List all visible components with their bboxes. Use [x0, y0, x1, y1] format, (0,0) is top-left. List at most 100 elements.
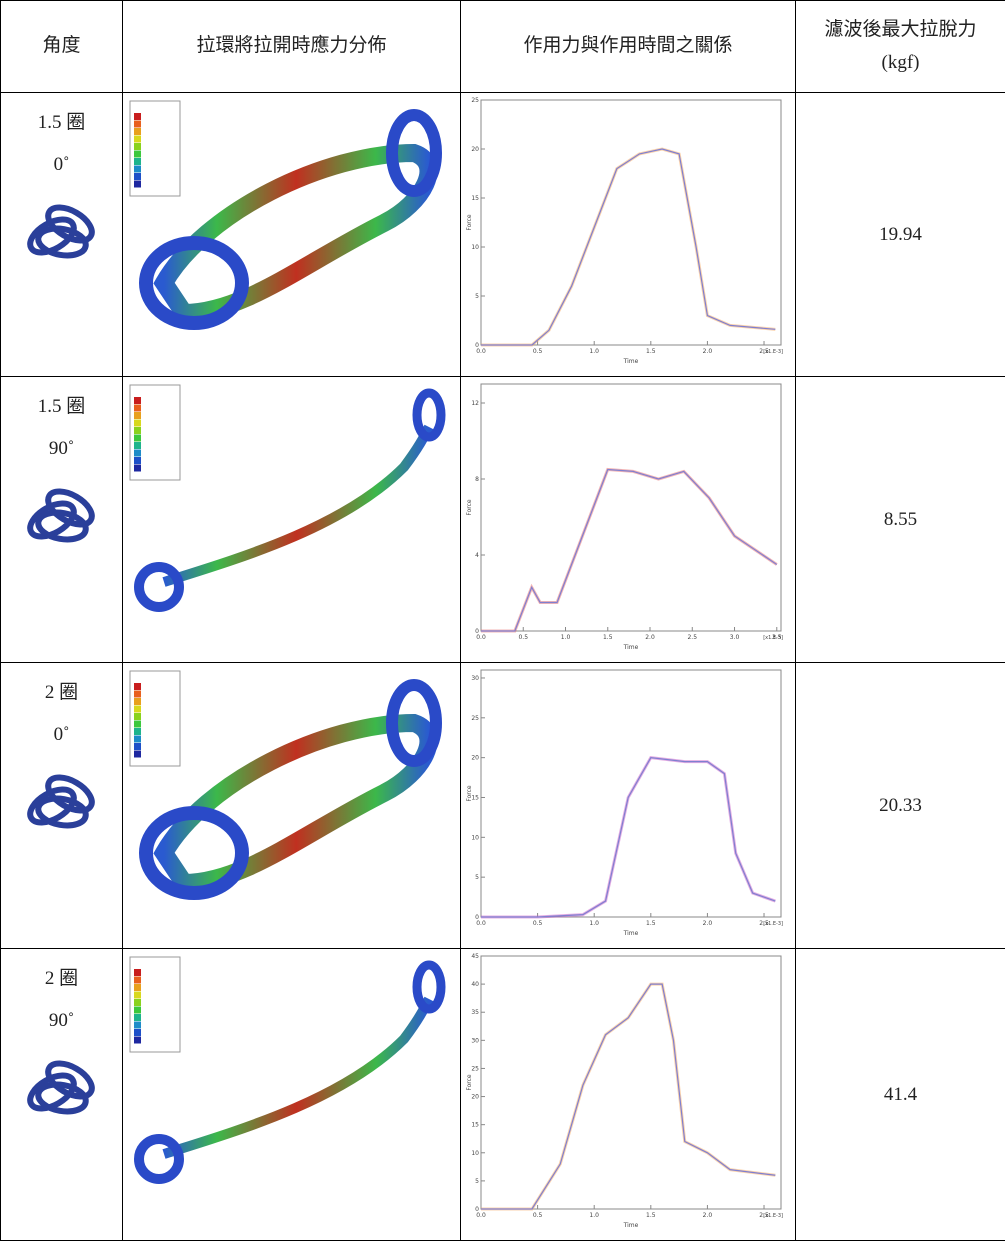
- legend-swatch: [134, 992, 141, 999]
- legend-swatch: [134, 1014, 141, 1021]
- link: [164, 723, 428, 883]
- max-force: 19.94: [796, 93, 1005, 377]
- y-tick-label: 45: [471, 953, 479, 960]
- legend-swatch: [134, 166, 141, 173]
- legend-swatch: [134, 151, 141, 158]
- link: [164, 999, 429, 1154]
- y-tick-label: 30: [471, 1037, 479, 1044]
- x-tick-label: 1.0: [589, 1212, 599, 1219]
- filtered-force-line: [481, 758, 775, 917]
- x-tick-label: 2.0: [703, 1212, 713, 1219]
- x-tick-label: 2.5: [687, 634, 697, 641]
- legend-swatch: [134, 113, 141, 120]
- legend-swatch: [134, 143, 141, 150]
- ring: [139, 567, 179, 607]
- x-multiplier: [x1.E-3]: [763, 921, 783, 927]
- x-axis-label: Time: [623, 644, 639, 651]
- raw-signal: [481, 149, 775, 345]
- legend-swatch: [134, 442, 141, 449]
- y-tick-label: 15: [471, 195, 479, 202]
- max-force: 20.33: [796, 663, 1005, 949]
- legend-swatch: [134, 721, 141, 728]
- x-tick-label: 3.0: [730, 634, 740, 641]
- x-tick-label: 0.5: [533, 920, 543, 927]
- fea-cell: [123, 663, 461, 949]
- y-tick-label: 15: [471, 1122, 479, 1129]
- ring: [139, 1139, 179, 1179]
- x-tick-label: 2.0: [703, 348, 713, 355]
- legend-swatch: [134, 405, 141, 412]
- y-tick-label: 8: [475, 476, 479, 483]
- max-force: 8.55: [796, 377, 1005, 663]
- legend-swatch: [134, 158, 141, 165]
- y-tick-label: 5: [475, 874, 479, 881]
- header-cell: 作用力與作用時間之關係: [461, 1, 796, 93]
- x-tick-label: 1.5: [646, 1212, 656, 1219]
- legend-swatch: [134, 397, 141, 404]
- x-tick-label: 0.0: [476, 920, 486, 927]
- y-tick-label: 12: [471, 400, 479, 407]
- legend-swatch: [134, 1029, 141, 1036]
- plot-frame: [481, 100, 781, 345]
- angle: 0˚: [1, 154, 122, 176]
- x-axis-label: Time: [623, 930, 639, 937]
- legend-swatch: [134, 999, 141, 1006]
- legend-swatch: [134, 698, 141, 705]
- link: [164, 153, 428, 313]
- y-tick-label: 20: [471, 1094, 479, 1101]
- x-tick-label: 0.0: [476, 1212, 486, 1219]
- y-tick-label: 10: [471, 244, 479, 251]
- y-tick-label: 25: [471, 97, 479, 104]
- header-cell: 濾波後最大拉脫力(kgf): [796, 1, 1005, 93]
- x-tick-label: 1.0: [589, 920, 599, 927]
- legend-swatch: [134, 465, 141, 472]
- legend-swatch: [134, 450, 141, 457]
- x-tick-label: 1.0: [589, 348, 599, 355]
- y-tick-label: 10: [471, 834, 479, 841]
- x-axis-label: Time: [623, 1222, 639, 1229]
- turns: 2 圈: [1, 963, 122, 990]
- y-tick-label: 4: [475, 552, 479, 559]
- fea-cell: [123, 377, 461, 663]
- fea-image: [124, 93, 460, 370]
- turns: 2 圈: [1, 677, 122, 704]
- y-axis-label: Force: [466, 1074, 473, 1091]
- legend-swatch: [134, 121, 141, 128]
- fea-cell: [123, 949, 461, 1241]
- x-tick-label: 2.0: [703, 920, 713, 927]
- header-cell: 角度: [1, 1, 123, 93]
- x-tick-label: 1.5: [646, 348, 656, 355]
- legend-swatch: [134, 984, 141, 991]
- raw-signal: [481, 758, 775, 917]
- angle: 0˚: [1, 724, 122, 746]
- y-tick-label: 5: [475, 1178, 479, 1185]
- angle-cell: 2 圈 90˚: [1, 949, 123, 1241]
- y-tick-label: 10: [471, 1150, 479, 1157]
- header-cell: 拉環將拉開時應力分佈: [123, 1, 461, 93]
- legend-swatch: [134, 736, 141, 743]
- legend-swatch: [134, 136, 141, 143]
- legend-swatch: [134, 457, 141, 464]
- legend-swatch: [134, 435, 141, 442]
- legend-swatch: [134, 977, 141, 984]
- x-multiplier: [x1.E-3]: [763, 635, 783, 641]
- legend-swatch: [134, 751, 141, 758]
- plot-frame: [481, 384, 781, 631]
- chain-icon: [22, 196, 102, 266]
- angle: 90˚: [1, 1010, 122, 1032]
- y-tick-label: 20: [471, 146, 479, 153]
- legend-swatch: [134, 1022, 141, 1029]
- y-tick-label: 30: [471, 675, 479, 682]
- y-tick-label: 35: [471, 1009, 479, 1016]
